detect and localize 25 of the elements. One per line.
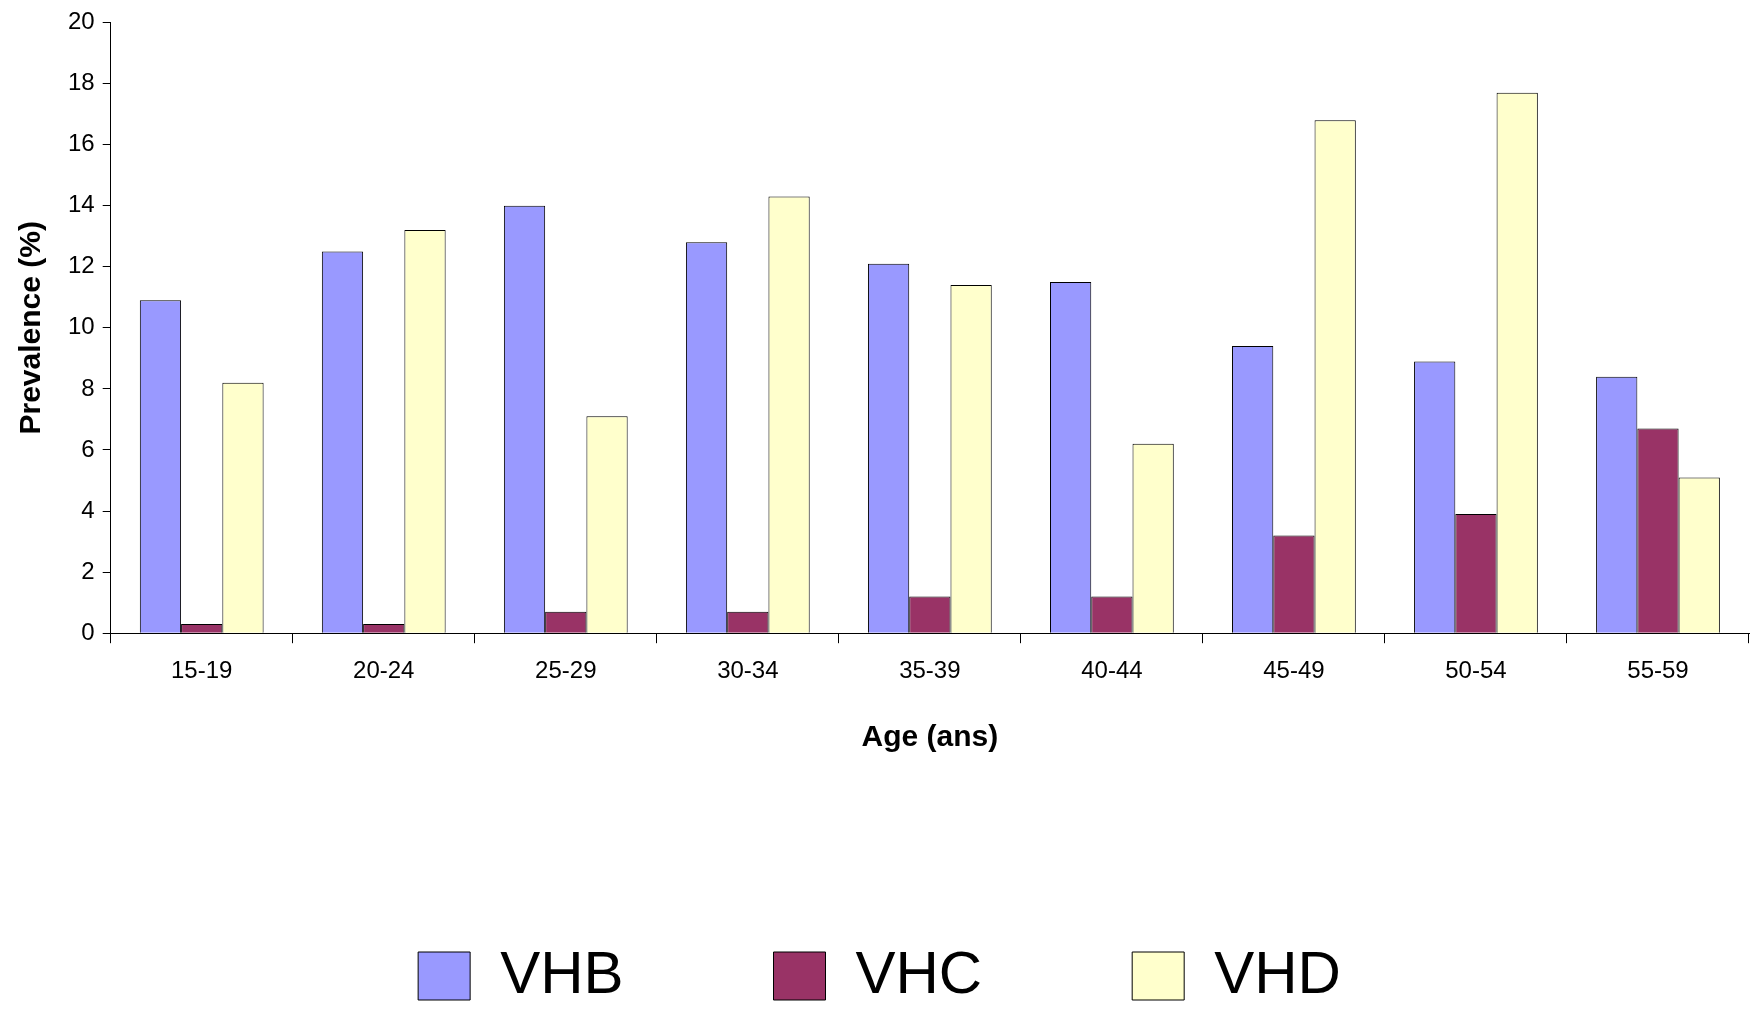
legend-label: VHB [500, 938, 624, 1006]
y-tick-label: 4 [81, 495, 95, 523]
y-tick-label: 6 [81, 434, 95, 462]
x-tick-label: 45-49 [1263, 656, 1325, 684]
y-tick-label: 20 [67, 7, 95, 35]
legend-label: VHD [1214, 938, 1341, 1006]
y-tick-label: 8 [81, 373, 95, 401]
x-tick-label: 20-24 [353, 656, 415, 684]
x-tick-label: 35-39 [899, 656, 961, 684]
legend-label: VHC [855, 938, 983, 1006]
y-tick-label: 12 [67, 251, 95, 279]
y-tick-label: 0 [81, 617, 95, 645]
x-tick-label: 30-34 [717, 656, 779, 684]
y-tick-label: 2 [81, 556, 95, 584]
y-tick-label: 18 [67, 68, 95, 96]
y-tick-label: 14 [67, 190, 95, 218]
x-tick-label: 40-44 [1081, 656, 1143, 684]
y-axis-title: Prevalence (%) [13, 221, 47, 435]
x-tick-label: 55-59 [1627, 656, 1689, 684]
x-tick-label: 15-19 [171, 656, 233, 684]
x-tick-label: 50-54 [1445, 656, 1507, 684]
y-tick-label: 16 [67, 129, 95, 157]
x-axis-title: Age (ans) [861, 719, 999, 753]
x-tick-label: 25-29 [535, 656, 597, 684]
y-tick-label: 10 [67, 312, 95, 340]
